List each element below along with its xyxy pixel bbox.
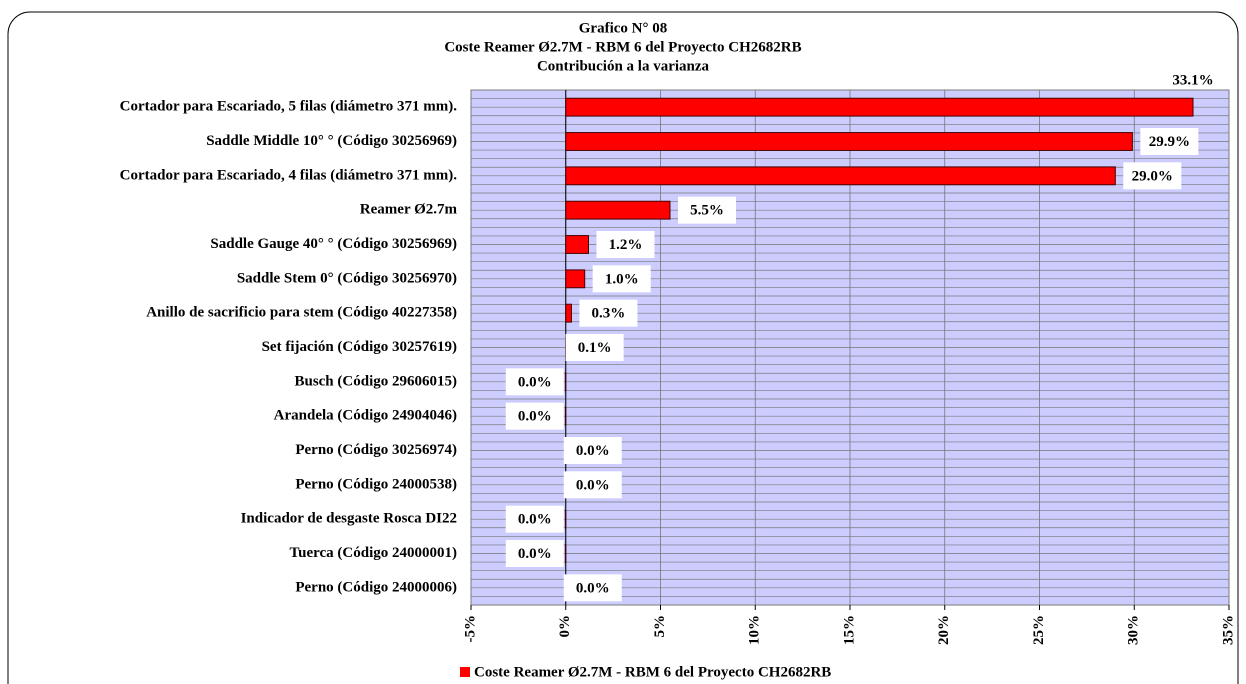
- data-label-box: [1140, 128, 1199, 155]
- data-label-box: [1123, 162, 1182, 190]
- category-label: Reamer Ø2.7m: [360, 202, 458, 218]
- bar: [565, 166, 1116, 186]
- x-tick-label: 35%: [1220, 615, 1236, 645]
- bar: [565, 303, 572, 323]
- chart-subtitle: Coste Reamer Ø2.7M - RBM 6 del Proyecto …: [444, 39, 801, 55]
- data-label: 0.3%: [592, 306, 626, 322]
- data-label-box: [596, 231, 655, 258]
- data-label: 1.0%: [605, 271, 639, 287]
- chart-subtitle: Contribución a la varianza: [537, 58, 710, 74]
- data-label: 0.0%: [576, 580, 610, 596]
- data-label: 0.0%: [576, 477, 610, 493]
- bar: [565, 200, 671, 220]
- legend-label: Coste Reamer Ø2.7M - RBM 6 del Proyecto …: [474, 664, 831, 680]
- legend-swatch: [460, 667, 470, 677]
- data-label-box: [677, 196, 736, 224]
- data-label: 5.5%: [690, 203, 724, 219]
- x-tick-label: -5%: [462, 615, 478, 643]
- data-label: 0.0%: [576, 443, 610, 459]
- chart-title: Grafico N° 08: [579, 20, 667, 36]
- data-label: 29.0%: [1132, 168, 1173, 184]
- category-label: Cortador para Escariado, 4 filas (diámet…: [120, 167, 458, 183]
- bar: [565, 269, 586, 289]
- x-tick-label: 15%: [841, 615, 857, 645]
- x-tick-label: 10%: [747, 615, 763, 645]
- x-tick-label: 30%: [1126, 615, 1142, 645]
- category-label: Indicador de desgaste Rosca DI22: [241, 511, 457, 527]
- data-label-box: [563, 574, 622, 602]
- data-label-box: [579, 299, 638, 327]
- category-label: Saddle Middle 10° ° (Código 30256969): [206, 133, 457, 149]
- x-tick-label: 5%: [652, 615, 668, 638]
- category-label: Tuerca (Código 24000001): [289, 545, 457, 561]
- data-label: 0.0%: [518, 374, 552, 390]
- data-label-box: [563, 437, 622, 464]
- bar: [565, 235, 589, 254]
- category-label: Set fijación (Código 30257619): [262, 339, 457, 355]
- data-label-box: [592, 265, 651, 293]
- data-label: 0.0%: [518, 546, 552, 562]
- category-label: Perno (Código 24000006): [295, 579, 457, 595]
- data-label-box: [563, 471, 622, 499]
- x-tick-label: 0%: [557, 615, 573, 638]
- data-label: 0.1%: [578, 340, 612, 356]
- category-label: Cortador para Escariado, 5 filas (diámet…: [120, 99, 458, 115]
- data-label: 0.0%: [518, 409, 552, 425]
- category-label: Busch (Código 29606015): [294, 373, 457, 389]
- bar: [565, 132, 1133, 151]
- x-tick-label: 25%: [1031, 615, 1047, 645]
- data-label-box: [505, 505, 564, 533]
- data-label: 29.9%: [1149, 134, 1190, 150]
- data-label: 0.0%: [518, 512, 552, 528]
- data-label: 33.1%: [1172, 72, 1213, 88]
- category-label: Perno (Código 24000538): [295, 476, 457, 492]
- data-label-box: [565, 334, 624, 361]
- data-label-box: [505, 368, 564, 396]
- category-label: Anillo de sacrificio para stem (Código 4…: [146, 305, 457, 321]
- x-tick-label: 20%: [936, 615, 952, 645]
- category-label: Perno (Código 30256974): [295, 442, 457, 458]
- bar: [565, 97, 1194, 117]
- data-label: 1.2%: [609, 237, 643, 253]
- data-label-box: [505, 402, 564, 430]
- data-label-box: [505, 540, 564, 567]
- category-label: Arandela (Código 24904046): [274, 408, 457, 424]
- category-label: Saddle Gauge 40° ° (Código 30256969): [210, 236, 457, 252]
- category-label: Saddle Stem 0° (Código 30256970): [237, 270, 457, 286]
